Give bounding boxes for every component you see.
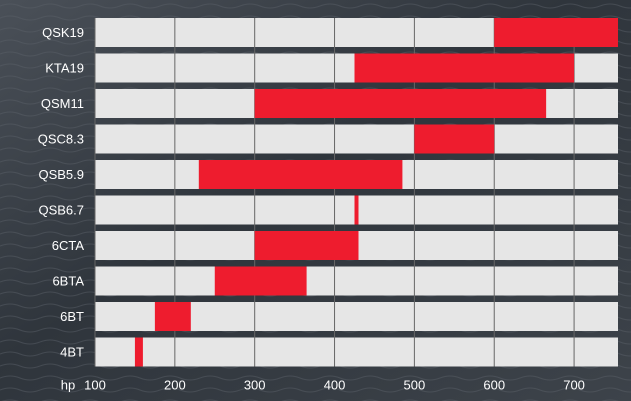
category-label: 6CTA bbox=[52, 238, 85, 253]
x-tick-label: 100 bbox=[84, 377, 106, 392]
x-tick-label: 300 bbox=[244, 377, 266, 392]
range-bar bbox=[214, 266, 307, 296]
range-bar bbox=[254, 231, 359, 260]
x-tick-label: 500 bbox=[404, 377, 426, 392]
x-tick-label: 600 bbox=[483, 377, 505, 392]
category-label: KTA19 bbox=[45, 60, 84, 75]
category-label: 6BT bbox=[60, 309, 84, 324]
category-label: QSB6.7 bbox=[38, 202, 84, 217]
range-bar bbox=[494, 18, 618, 47]
category-label: QSC8.3 bbox=[38, 131, 84, 146]
x-axis-label: hp bbox=[61, 377, 75, 392]
x-tick-label: 400 bbox=[324, 377, 346, 392]
row-background bbox=[95, 337, 618, 367]
category-label: QSK19 bbox=[42, 25, 84, 40]
range-bar bbox=[354, 195, 359, 225]
category-label: QSM11 bbox=[41, 96, 84, 111]
x-tick-label: 700 bbox=[563, 377, 585, 392]
row-background bbox=[95, 266, 618, 296]
range-bar bbox=[198, 160, 403, 189]
category-label: QSB5.9 bbox=[38, 167, 84, 182]
row-background bbox=[95, 124, 618, 154]
range-bar bbox=[154, 302, 191, 331]
x-tick-label: 200 bbox=[164, 377, 186, 392]
range-bar bbox=[254, 89, 547, 118]
range-bar bbox=[414, 124, 495, 154]
range-bar bbox=[134, 337, 143, 367]
category-label: 4BT bbox=[60, 344, 84, 359]
range-bar bbox=[354, 53, 575, 83]
category-label: 6BTA bbox=[52, 273, 84, 288]
